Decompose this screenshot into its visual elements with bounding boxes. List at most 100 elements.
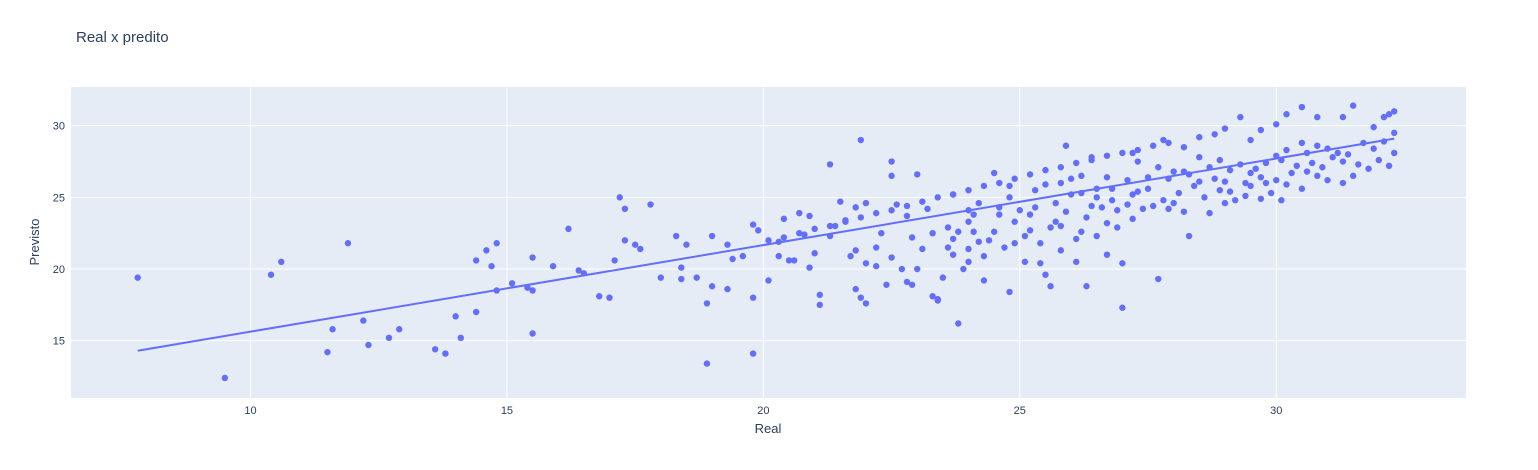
data-point (908, 281, 916, 288)
data-point (1103, 251, 1111, 258)
data-point (1026, 211, 1034, 218)
data-point (1006, 194, 1013, 201)
data-point (857, 136, 865, 144)
data-point (1170, 199, 1177, 207)
data-point (365, 341, 372, 349)
data-point (329, 326, 336, 333)
data-point (1021, 258, 1029, 266)
data-point (621, 205, 629, 213)
data-point (914, 171, 921, 178)
data-point (1134, 188, 1141, 195)
data-point (1257, 195, 1265, 202)
data-point (1160, 197, 1167, 204)
data-point (1037, 260, 1044, 267)
data-point (1093, 194, 1100, 201)
data-point (1031, 204, 1039, 211)
data-point (565, 225, 572, 233)
data-point (493, 287, 500, 294)
data-point (775, 238, 782, 245)
data-point (1078, 228, 1085, 235)
data-point (755, 227, 762, 234)
data-point (1108, 185, 1116, 192)
data-point (811, 225, 818, 233)
data-point (1349, 172, 1357, 180)
data-point (1247, 169, 1254, 177)
data-point (1344, 151, 1352, 158)
data-point (1196, 154, 1203, 161)
data-point (837, 198, 844, 205)
data-point (806, 212, 813, 220)
data-point (1103, 219, 1111, 227)
data-point (878, 229, 885, 237)
data-point (934, 194, 941, 201)
data-point (1355, 161, 1362, 168)
data-point (1098, 204, 1106, 211)
data-point (385, 334, 393, 342)
data-point (1144, 174, 1152, 181)
data-point (344, 240, 352, 247)
data-point (939, 274, 947, 281)
data-point (996, 179, 1003, 187)
data-point (873, 244, 880, 251)
data-point (883, 281, 890, 288)
data-point (965, 245, 972, 253)
data-point (1170, 168, 1177, 175)
data-point (1073, 235, 1080, 243)
data-point (1088, 156, 1095, 164)
data-point (965, 218, 972, 225)
data-point (1067, 191, 1075, 198)
data-point (1303, 168, 1311, 175)
data-point (1042, 271, 1049, 278)
data-point (898, 265, 906, 273)
data-point (1057, 164, 1065, 171)
data-point (1339, 158, 1347, 165)
data-point (1324, 145, 1331, 152)
data-point (1196, 133, 1203, 141)
data-point (1119, 149, 1126, 157)
data-point (1298, 139, 1306, 147)
data-point (1370, 123, 1377, 131)
data-point (678, 264, 685, 271)
data-point (1273, 152, 1280, 159)
data-point (955, 320, 962, 327)
data-point (529, 254, 536, 261)
data-point (888, 254, 895, 261)
data-point (934, 295, 941, 303)
data-point (1052, 218, 1059, 225)
data-point (1314, 113, 1321, 121)
data-point (1042, 166, 1049, 174)
data-point (1221, 125, 1229, 132)
data-point (857, 214, 865, 221)
data-point (1185, 232, 1193, 240)
data-point (1093, 185, 1100, 192)
data-point (1385, 162, 1393, 170)
grid-lines (71, 87, 1466, 398)
data-point (903, 202, 911, 210)
data-point (1211, 175, 1218, 182)
data-point (749, 294, 757, 301)
data-point (1037, 240, 1044, 247)
data-point (1001, 244, 1008, 251)
data-point (1237, 161, 1244, 168)
data-point (693, 274, 700, 281)
data-point (862, 260, 870, 267)
data-point (703, 360, 711, 367)
data-point (862, 199, 870, 207)
data-point (780, 215, 788, 223)
data-point (1216, 156, 1224, 164)
data-point (1314, 142, 1321, 149)
data-point (826, 161, 834, 168)
y-tick-label: 15 (53, 336, 65, 348)
data-point (1047, 283, 1054, 290)
data-point (529, 287, 536, 294)
data-point (1314, 172, 1321, 180)
y-tick-label: 20 (53, 264, 65, 276)
y-tick-label: 30 (53, 121, 65, 133)
data-point (975, 238, 982, 245)
data-point (1375, 156, 1383, 164)
data-point (965, 207, 972, 214)
data-point (1288, 169, 1295, 177)
data-point (1221, 178, 1229, 185)
x-tick-label: 25 (1014, 405, 1026, 417)
